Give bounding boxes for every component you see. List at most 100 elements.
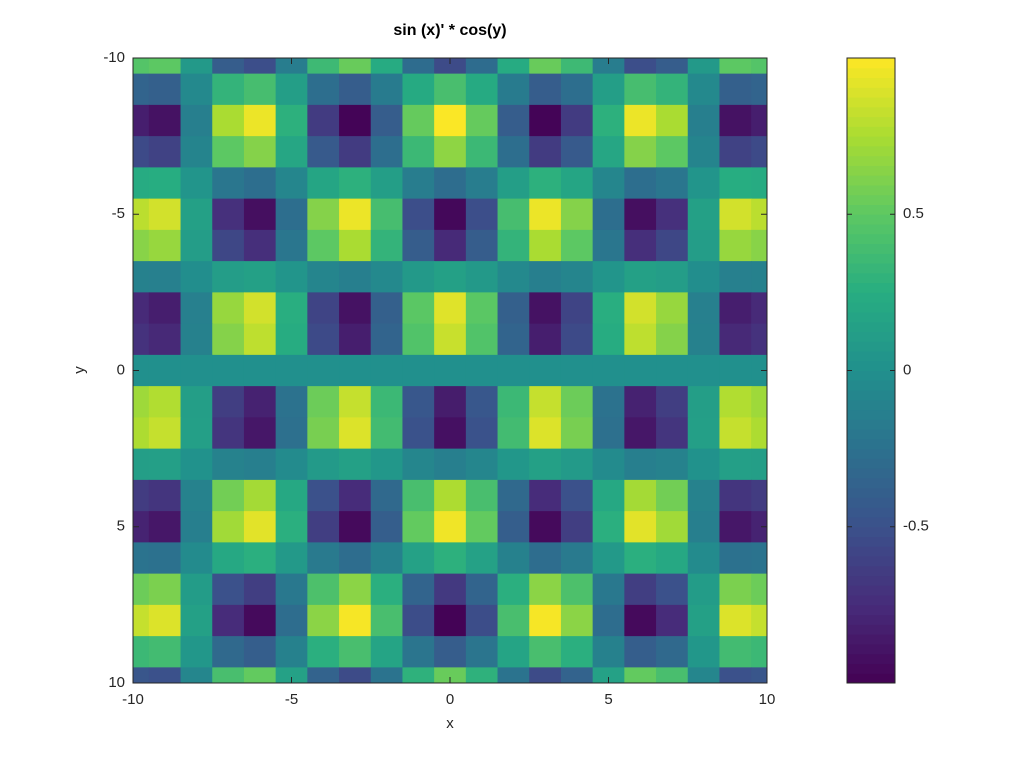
heatmap-cell bbox=[656, 604, 689, 637]
x-axis-label: x bbox=[446, 715, 454, 732]
heatmap-cell bbox=[497, 136, 530, 168]
heatmap-cell bbox=[243, 636, 277, 668]
heatmap-cell bbox=[148, 354, 182, 387]
heatmap-cell bbox=[148, 542, 182, 575]
heatmap-cell bbox=[402, 604, 435, 637]
heatmap-cell bbox=[339, 198, 372, 231]
colorbar-strip bbox=[847, 546, 895, 557]
colorbar-strip bbox=[847, 224, 895, 235]
heatmap-cell bbox=[687, 73, 721, 106]
heatmap-cell bbox=[307, 417, 340, 450]
heatmap-cell bbox=[275, 386, 308, 418]
colorbar-strip bbox=[847, 516, 895, 528]
heatmap-cell bbox=[275, 448, 308, 481]
heatmap-cell bbox=[624, 448, 657, 481]
heatmap-cell bbox=[751, 73, 767, 106]
heatmap-cell bbox=[180, 636, 213, 668]
heatmap-cell bbox=[275, 354, 308, 387]
heatmap-cell bbox=[465, 417, 499, 450]
colorbar-strip bbox=[847, 263, 895, 274]
heatmap-cell bbox=[719, 167, 752, 200]
heatmap-cell bbox=[402, 198, 435, 231]
colorbar-strip bbox=[847, 126, 895, 137]
heatmap-cell bbox=[402, 448, 435, 481]
heatmap-cell bbox=[243, 511, 277, 543]
heatmap-cell bbox=[497, 386, 530, 418]
heatmap-cell bbox=[719, 104, 752, 137]
heatmap-cell bbox=[402, 636, 435, 668]
heatmap-cell bbox=[592, 58, 625, 75]
heatmap-cell bbox=[148, 511, 182, 543]
heatmap-cell bbox=[339, 104, 372, 137]
heatmap-cell bbox=[656, 573, 689, 606]
heatmap-cell bbox=[751, 136, 767, 168]
heatmap-cell bbox=[592, 167, 625, 200]
heatmap-cell bbox=[719, 73, 752, 106]
heatmap-cell bbox=[529, 73, 562, 106]
heatmap-cell bbox=[339, 604, 372, 637]
heatmap-cell bbox=[148, 573, 182, 606]
heatmap-cell bbox=[465, 58, 499, 75]
heatmap-cell bbox=[497, 604, 530, 637]
heatmap-cell bbox=[212, 667, 245, 683]
heatmap-cell bbox=[148, 167, 182, 200]
heatmap-cell bbox=[497, 479, 530, 512]
heatmap-cell bbox=[751, 417, 767, 450]
heatmap-cell bbox=[656, 136, 689, 168]
heatmap-cell bbox=[465, 573, 499, 606]
heatmap-cell bbox=[370, 198, 404, 231]
heatmap-cell bbox=[370, 323, 404, 356]
heatmap-cell bbox=[133, 448, 150, 481]
heatmap-cell bbox=[275, 479, 308, 512]
heatmap-cell bbox=[592, 573, 625, 606]
heatmap-cell bbox=[133, 261, 150, 293]
heatmap-cell bbox=[719, 386, 752, 418]
colorbar-strip bbox=[847, 468, 895, 479]
colorbar-strip bbox=[847, 331, 895, 342]
y-tick-label: -5 bbox=[112, 205, 125, 222]
heatmap-cell bbox=[402, 104, 435, 137]
heatmap-cell bbox=[212, 417, 245, 450]
x-tick-label: 0 bbox=[446, 691, 454, 708]
heatmap-cell bbox=[275, 167, 308, 200]
heatmap-cell bbox=[148, 323, 182, 356]
heatmap-cell bbox=[529, 261, 562, 293]
heatmap-cell bbox=[465, 542, 499, 575]
heatmap-cell bbox=[402, 58, 435, 75]
heatmap-cell bbox=[275, 417, 308, 450]
heatmap-cell bbox=[133, 58, 150, 75]
heatmap-cell bbox=[307, 354, 340, 387]
heatmap-cell bbox=[212, 386, 245, 418]
heatmap-cell bbox=[592, 386, 625, 418]
heatmap-cell bbox=[133, 604, 150, 637]
heatmap-cell bbox=[656, 667, 689, 683]
heatmap-cell bbox=[751, 292, 767, 325]
heatmap-cell bbox=[719, 198, 752, 231]
heatmap-cell bbox=[243, 261, 277, 293]
heatmap-cell bbox=[624, 667, 657, 683]
heatmap-cell bbox=[148, 479, 182, 512]
heatmap-cell bbox=[434, 292, 467, 325]
heatmap-cell bbox=[243, 323, 277, 356]
heatmap-cell bbox=[180, 198, 213, 231]
heatmap-cell bbox=[560, 636, 594, 668]
heatmap-cell bbox=[465, 167, 499, 200]
heatmap-cell bbox=[307, 292, 340, 325]
colorbar-strip bbox=[847, 458, 895, 469]
heatmap-cell bbox=[275, 511, 308, 543]
colorbar-strip bbox=[847, 321, 895, 332]
heatmap-cell bbox=[465, 292, 499, 325]
heatmap-cell bbox=[402, 167, 435, 200]
heatmap-cell bbox=[560, 354, 594, 387]
colorbar-strip bbox=[847, 556, 895, 567]
heatmap-cell bbox=[243, 229, 277, 262]
colorbar-strip bbox=[847, 136, 895, 147]
heatmap-cell bbox=[751, 323, 767, 356]
heatmap-cell bbox=[529, 198, 562, 231]
heatmap-cell bbox=[307, 136, 340, 168]
heatmap-cell bbox=[243, 542, 277, 575]
heatmap-cell bbox=[560, 229, 594, 262]
colorbar-strip bbox=[847, 194, 895, 205]
heatmap-cell bbox=[402, 573, 435, 606]
heatmap-cell bbox=[370, 479, 404, 512]
